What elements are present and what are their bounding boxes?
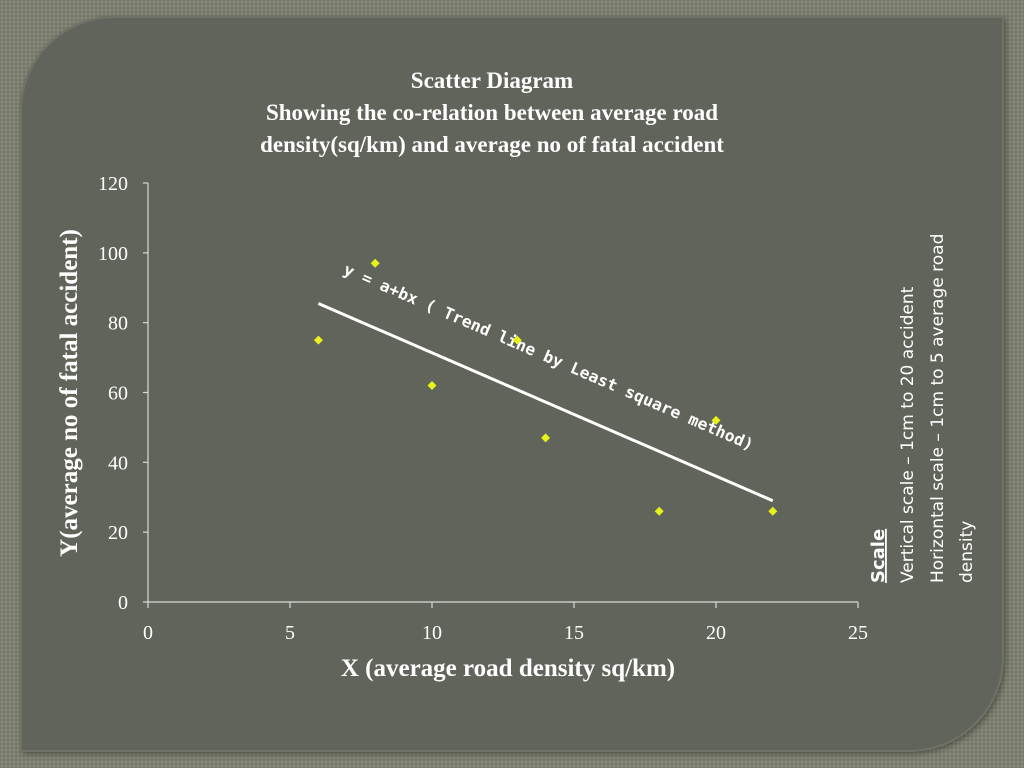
y-tick-labels: 0 20 40 60 80 100 120: [98, 173, 128, 614]
y-tick-label: 80: [108, 313, 128, 335]
scatter-point: [654, 506, 664, 516]
scale-horizontal-note-cont: density: [957, 521, 977, 583]
y-tick-label: 60: [108, 383, 128, 405]
scatter-point: [313, 335, 323, 345]
x-axis-title: X (average road density sq/km): [341, 655, 675, 682]
x-tick-label: 5: [285, 622, 295, 644]
chart-axes: [143, 182, 859, 608]
y-tick-label: 0: [118, 592, 128, 614]
x-tick-labels: 0 5 10 15 20 25: [143, 622, 868, 644]
scatter-point: [711, 415, 721, 425]
y-tick-label: 40: [108, 452, 128, 474]
chart-title-line-1: Scatter Diagram: [411, 68, 573, 93]
trend-line: [317, 302, 774, 503]
chart-title: Scatter Diagram Showing the co-relation …: [260, 68, 724, 157]
scale-horizontal-note: Horizontal scale – 1cm to 5 average road: [928, 234, 948, 583]
y-tick-label: 120: [98, 173, 128, 195]
scatter-chart: Scatter Diagram Showing the co-relation …: [56, 68, 977, 682]
scatter-point: [427, 381, 437, 391]
scatter-point: [768, 506, 778, 516]
slide-panel: Scatter Diagram Showing the co-relation …: [20, 16, 1004, 752]
chart-title-line-3: density(sq/km) and average no of fatal a…: [260, 132, 724, 157]
y-tick-label: 100: [98, 243, 128, 265]
scale-heading: Scale: [868, 529, 889, 583]
data-points: [313, 258, 778, 516]
scatter-point: [541, 433, 551, 443]
scale-annotation: Scale Vertical scale – 1cm to 20 acciden…: [868, 234, 977, 583]
chart-title-line-2: Showing the co-relation between average …: [266, 100, 718, 125]
x-tick-label: 0: [143, 622, 153, 644]
scatter-point: [370, 258, 380, 268]
trend-line-group: y = a+bx ( Trend line by Least square me…: [317, 260, 774, 503]
y-tick-label: 20: [108, 522, 128, 544]
x-tick-label: 25: [848, 622, 868, 644]
trend-line-label: y = a+bx ( Trend line by Least square me…: [341, 260, 757, 455]
x-tick-label: 20: [706, 622, 726, 644]
scatter-point: [512, 335, 522, 345]
scale-vertical-note: Vertical scale – 1cm to 20 accident: [898, 286, 918, 583]
y-axis-title: Y(average no of fatal accident): [56, 229, 83, 557]
x-tick-label: 15: [564, 622, 584, 644]
x-tick-label: 10: [422, 622, 442, 644]
